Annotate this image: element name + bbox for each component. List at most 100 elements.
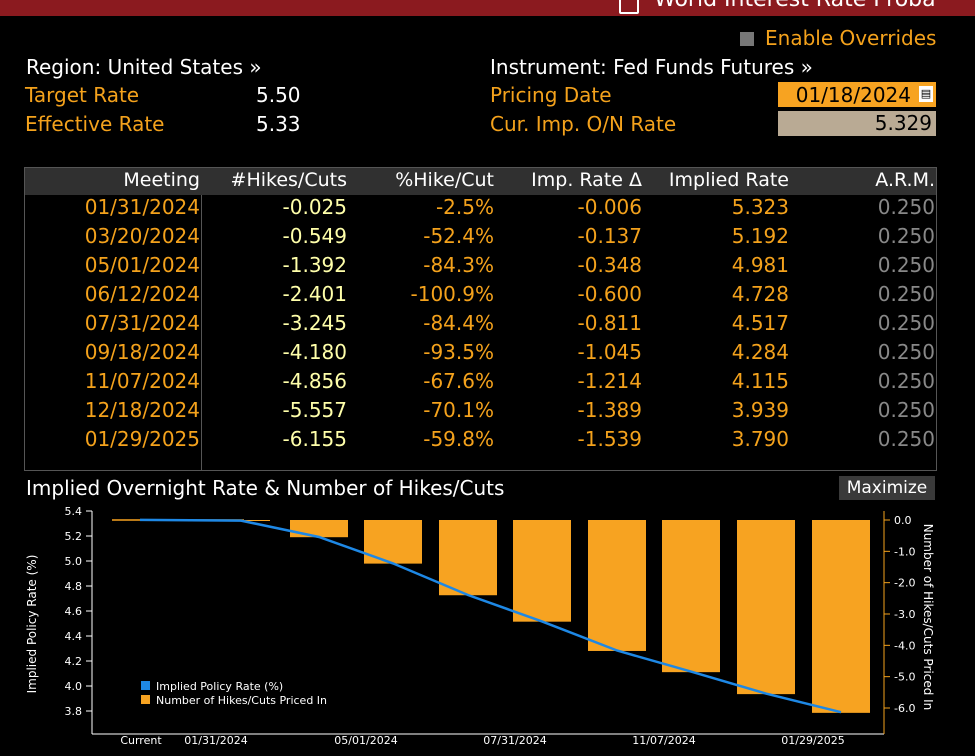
cell-meeting: 07/31/2024	[84, 311, 200, 335]
cell-arm: 0.250	[877, 224, 935, 248]
table-row[interactable]: 06/12/2024 -2.401 -100.9% -0.600 4.728 0.250	[25, 282, 936, 311]
window-title: World Interest Rate Proba	[654, 0, 936, 12]
enable-overrides-checkbox[interactable]	[740, 32, 754, 46]
column-header-arm[interactable]: A.R.M.	[875, 169, 935, 191]
y-tick-label: 5.0	[65, 555, 83, 568]
cell-imp-rate-delta: -0.006	[577, 195, 642, 219]
cell-imp-rate-delta: -0.811	[577, 311, 642, 335]
cell-pct-hike-cut: -59.8%	[423, 427, 494, 451]
cell-implied-rate: 4.517	[731, 311, 789, 335]
cell-hikes-cuts: -3.245	[282, 311, 347, 335]
table-row[interactable]: 11/07/2024 -4.856 -67.6% -1.214 4.115 0.250	[25, 369, 936, 398]
cell-meeting: 03/20/2024	[84, 224, 200, 248]
column-divider	[201, 195, 202, 470]
cell-pct-hike-cut: -70.1%	[423, 398, 494, 422]
cell-arm: 0.250	[877, 253, 935, 277]
cell-implied-rate: 3.790	[731, 427, 789, 451]
y-tick-label: 4.4	[65, 630, 83, 643]
cell-arm: 0.250	[877, 340, 935, 364]
cell-meeting: 05/01/2024	[84, 253, 200, 277]
cell-implied-rate: 5.323	[731, 195, 789, 219]
table-header: Meeting #Hikes/Cuts %Hike/Cut Imp. Rate …	[25, 168, 936, 195]
cur-imp-rate-label: Cur. Imp. O/N Rate	[490, 112, 677, 136]
cell-hikes-cuts: -0.549	[282, 224, 347, 248]
legend-swatch-hikes	[141, 695, 150, 704]
legend-background	[134, 676, 346, 710]
cell-pct-hike-cut: -93.5%	[423, 340, 494, 364]
cell-pct-hike-cut: -84.3%	[423, 253, 494, 277]
cell-meeting: 12/18/2024	[84, 398, 200, 422]
window-icon[interactable]	[619, 0, 639, 14]
y-tick-label: 3.8	[65, 705, 83, 718]
column-header-meeting[interactable]: Meeting	[123, 169, 200, 191]
table-row[interactable]: 07/31/2024 -3.245 -84.4% -0.811 4.517 0.250	[25, 311, 936, 340]
cell-arm: 0.250	[877, 282, 935, 306]
column-header-hikes-cuts[interactable]: #Hikes/Cuts	[230, 169, 347, 191]
hikes-cuts-bar	[662, 520, 720, 673]
cell-pct-hike-cut: -2.5%	[435, 195, 494, 219]
implied-rate-line	[139, 518, 842, 714]
enable-overrides-label[interactable]: Enable Overrides	[765, 26, 937, 50]
y-tick-label: 4.2	[65, 655, 83, 668]
y-tick-label: 4.8	[65, 580, 83, 593]
y2-tick-label: 0.0	[894, 514, 912, 527]
cell-arm: 0.250	[877, 398, 935, 422]
cell-pct-hike-cut: -84.4%	[423, 311, 494, 335]
y-tick-label: 4.6	[65, 605, 83, 618]
y2-tick-label: -6.0	[894, 702, 915, 715]
table-row[interactable]: 03/20/2024 -0.549 -52.4% -0.137 5.192 0.250	[25, 224, 936, 253]
x-tick-label: Current	[120, 734, 162, 747]
x-tick-label: 01/31/2024	[184, 734, 247, 747]
column-header-pct-hike-cut[interactable]: %Hike/Cut	[395, 169, 494, 191]
table-row[interactable]: 12/18/2024 -5.557 -70.1% -1.389 3.939 0.250	[25, 398, 936, 427]
x-tick-label: 07/31/2024	[483, 734, 546, 747]
chart-legend: Implied Policy Rate (%) Number of Hikes/…	[134, 676, 346, 710]
effective-rate-label: Effective Rate	[25, 112, 165, 136]
table-row[interactable]: 05/01/2024 -1.392 -84.3% -0.348 4.981 0.250	[25, 253, 936, 282]
hikes-cuts-bar	[439, 520, 497, 596]
cell-imp-rate-delta: -1.389	[577, 398, 642, 422]
y2-tick-label: -4.0	[894, 639, 915, 652]
cell-implied-rate: 3.939	[731, 398, 789, 422]
x-tick-label: 01/29/2025	[781, 734, 844, 747]
cell-hikes-cuts: -4.856	[282, 369, 347, 393]
cell-hikes-cuts: -0.025	[282, 195, 347, 219]
cell-meeting: 01/31/2024	[84, 195, 200, 219]
hikes-cuts-bar	[812, 520, 870, 713]
cell-imp-rate-delta: -0.137	[577, 224, 642, 248]
column-header-imp-rate-delta[interactable]: Imp. Rate Δ	[531, 169, 642, 191]
cur-imp-rate-field[interactable]: 5.329	[778, 111, 936, 136]
calendar-icon[interactable]: ▤	[919, 86, 933, 102]
legend-label-rate: Implied Policy Rate (%)	[156, 680, 283, 693]
region-selector[interactable]: Region: United States »	[26, 55, 262, 79]
instrument-selector[interactable]: Instrument: Fed Funds Futures »	[490, 55, 813, 79]
hikes-cuts-bar	[588, 520, 646, 651]
y2-tick-label: -2.0	[894, 577, 915, 590]
maximize-button[interactable]: Maximize	[839, 476, 935, 500]
hikes-cuts-bar	[513, 520, 571, 622]
table-row[interactable]: 01/29/2025 -6.155 -59.8% -1.539 3.790 0.250	[25, 427, 936, 456]
column-header-implied-rate[interactable]: Implied Rate	[668, 169, 789, 191]
table-row[interactable]: 01/31/2024 -0.025 -2.5% -0.006 5.323 0.250	[25, 195, 936, 224]
hikes-cuts-bar	[290, 520, 348, 538]
y-tick-label: 5.2	[65, 530, 83, 543]
cell-pct-hike-cut: -52.4%	[423, 224, 494, 248]
cell-hikes-cuts: -5.557	[282, 398, 347, 422]
cell-imp-rate-delta: -1.214	[577, 369, 642, 393]
target-rate-value: 5.50	[256, 83, 301, 107]
table-row[interactable]: 09/18/2024 -4.180 -93.5% -1.045 4.284 0.250	[25, 340, 936, 369]
cell-arm: 0.250	[877, 195, 935, 219]
cell-hikes-cuts: -2.401	[282, 282, 347, 306]
cell-meeting: 09/18/2024	[84, 340, 200, 364]
cell-arm: 0.250	[877, 369, 935, 393]
window-titlebar: World Interest Rate Proba	[0, 0, 975, 16]
cell-implied-rate: 4.728	[731, 282, 789, 306]
legend-swatch-rate	[141, 681, 150, 690]
cell-hikes-cuts: -4.180	[282, 340, 347, 364]
pricing-date-input[interactable]: 01/18/2024 ▤	[778, 82, 936, 107]
effective-rate-value: 5.33	[256, 112, 301, 136]
cell-hikes-cuts: -6.155	[282, 427, 347, 451]
y-tick-label: 4.0	[65, 680, 83, 693]
y2-tick-label: -1.0	[894, 545, 915, 558]
y-axis-label: Implied Policy Rate (%)	[25, 555, 39, 694]
